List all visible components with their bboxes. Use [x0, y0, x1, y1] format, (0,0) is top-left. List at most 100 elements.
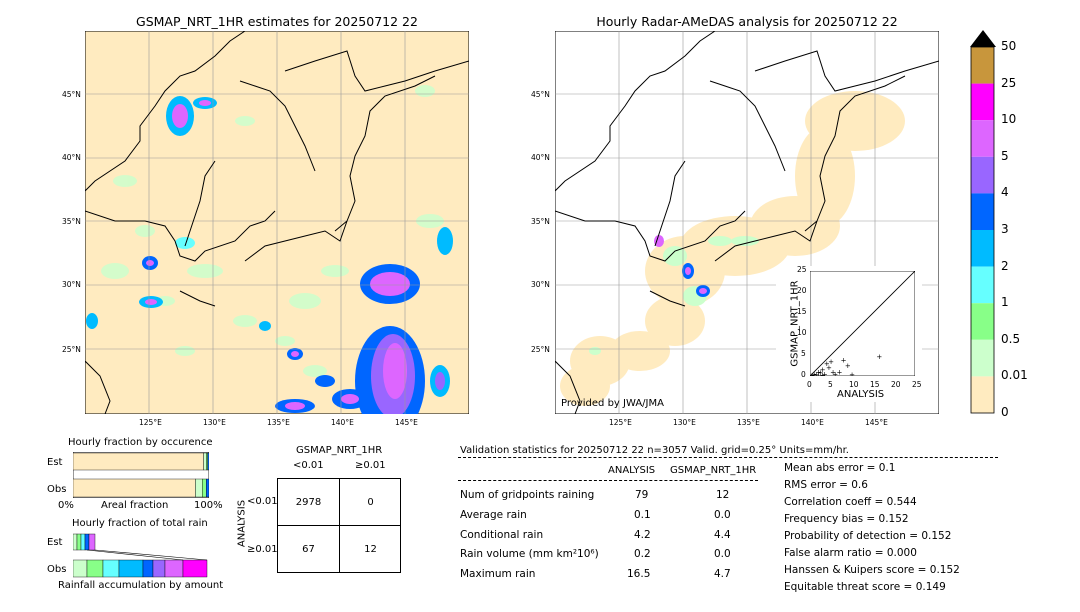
left-lon-145: 145°E [395, 418, 418, 427]
scatter-ytick: 15 [797, 307, 807, 316]
validation-row-label: Average rain [460, 509, 527, 521]
radar-credit: Provided by JWA/JMA [561, 398, 664, 409]
scatter-point: + [811, 372, 817, 376]
total-rain-title: Hourly fraction of total rain [72, 518, 208, 529]
total-rain-obs-bar [73, 559, 208, 578]
right-map-title: Hourly Radar-AMeDAS analysis for 2025071… [596, 14, 898, 29]
scatter-point: + [818, 369, 824, 376]
score-ets: Equitable threat score = 0.149 [784, 581, 946, 593]
right-lon-140: 140°E [801, 418, 824, 427]
scatter-point: + [815, 368, 821, 376]
score-bias: Frequency bias = 0.152 [784, 513, 909, 525]
colorbar-segment [971, 303, 994, 340]
colorbar-segment [971, 83, 994, 121]
left-lat-25: 25°N [62, 345, 81, 354]
scatter-point: + [836, 368, 842, 376]
colorbar-label: 5 [1001, 148, 1009, 163]
scatter-ylabel: GSMAP_NRT_1HR [789, 280, 801, 367]
contingency-cell: 0 [367, 497, 374, 508]
colorbar-segment [971, 230, 994, 267]
occurrence-x-100: 100% [194, 500, 223, 511]
total-rain-obs-label: Obs [47, 564, 67, 575]
colorbar-label: 10 [1001, 112, 1017, 127]
occurrence-est-segment [206, 452, 208, 471]
colorbar-segment [971, 156, 994, 194]
right-lat-25: 25°N [531, 345, 550, 354]
colorbar-segment [971, 339, 994, 377]
colorbar-segment [971, 266, 994, 304]
left-lon-125: 125°E [139, 418, 162, 427]
colorbar-label: 25 [1001, 75, 1017, 90]
scatter-xtick: 20 [891, 380, 901, 389]
colorbar-label: 0.01 [1001, 368, 1028, 383]
validation-row-g: 12 [716, 489, 730, 501]
left-lon-130: 130°E [203, 418, 226, 427]
left-lat-30: 30°N [62, 280, 81, 289]
colorbar-label: 2 [1001, 258, 1009, 273]
occurrence-obs-segment [195, 478, 203, 498]
left-lat-45: 45°N [62, 90, 81, 99]
total-rain-est-bar [73, 533, 96, 551]
scatter-xlabel: ANALYSIS [837, 389, 885, 400]
total-rain-xlabel: Rainfall accumulation by amount [58, 580, 224, 591]
colorbar-segment [971, 47, 994, 84]
occurrence-est-segment [207, 452, 209, 471]
score-pod: Probability of detection = 0.152 [784, 530, 952, 542]
left-lon-140: 140°E [331, 418, 354, 427]
total-rain-est-label: Est [47, 537, 63, 548]
occurrence-obs-segment [73, 478, 196, 498]
score-corr: Correlation coeff = 0.544 [784, 496, 917, 508]
scatter-xtick: 10 [849, 380, 859, 389]
left-map [85, 31, 469, 414]
scatter-point: + [810, 372, 815, 376]
scatter-point: + [824, 360, 830, 368]
occurrence-obs-segment [206, 478, 209, 498]
scatter-point: + [830, 368, 836, 376]
colorbar-segment [971, 120, 994, 157]
scatter-ytick: 20 [797, 286, 807, 295]
colorbar-label: 0 [1001, 405, 1009, 419]
right-lat-35: 35°N [531, 217, 550, 226]
scatter-point: + [815, 372, 821, 376]
validation-row-a: 16.5 [627, 568, 651, 580]
validation-row-a: 79 [635, 489, 649, 501]
validation-header: Validation statistics for 20250712 22 n=… [460, 445, 849, 456]
score-mae: Mean abs error = 0.1 [784, 462, 896, 474]
scatter-point: + [813, 371, 819, 376]
right-lon-130: 130°E [673, 418, 696, 427]
validation-divider [458, 457, 998, 458]
scatter-point: + [820, 372, 826, 376]
left-map-title: GSMAP_NRT_1HR estimates for 20250712 22 [136, 14, 418, 29]
scatter-point: + [828, 358, 834, 366]
contingency-cell: 12 [364, 544, 377, 555]
occurrence-title: Hourly fraction by occurence [68, 437, 213, 448]
right-lon-125: 125°E [609, 418, 632, 427]
validation-row-label: Rain volume (mm km²10⁶) [460, 548, 599, 560]
validation-row-a: 0.2 [634, 548, 651, 560]
colorbar-label: 0.5 [1001, 331, 1021, 346]
left-lat-35: 35°N [62, 217, 81, 226]
scatter-ytick: 5 [801, 349, 806, 358]
occurrence-est-segment [203, 452, 207, 471]
validation-row-g: 0.0 [714, 509, 731, 521]
contingency-row-axis: ANALYSIS [236, 499, 248, 548]
contingency-title: GSMAP_NRT_1HR [296, 445, 383, 456]
contingency-col2: ≥0.01 [355, 460, 386, 471]
scatter-point: + [876, 353, 882, 361]
validation-col-gsmap: GSMAP_NRT_1HR [670, 465, 757, 476]
score-far: False alarm ratio = 0.000 [784, 547, 917, 559]
occurrence-est-segment [73, 452, 204, 471]
validation-row-label: Conditional rain [460, 529, 544, 541]
scatter-point: + [822, 370, 828, 376]
left-lon-135: 135°E [267, 418, 290, 427]
contingency-col1: <0.01 [293, 460, 324, 471]
right-lon-135: 135°E [737, 418, 760, 427]
validation-row-g: 4.7 [714, 568, 731, 580]
validation-row-a: 0.1 [634, 509, 651, 521]
scatter-point: + [832, 370, 838, 376]
validation-col-divider [458, 480, 758, 481]
scatter-ytick: 10 [797, 328, 807, 337]
scatter-ytick: 0 [801, 370, 806, 379]
right-lat-40: 40°N [531, 153, 550, 162]
scatter-point: + [820, 366, 826, 374]
